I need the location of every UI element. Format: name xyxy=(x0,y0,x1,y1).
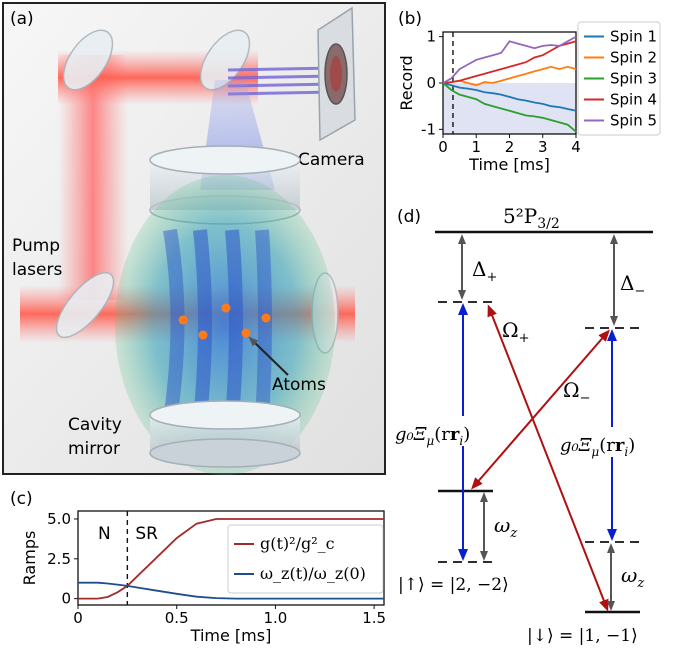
y-tick-label: 2.5 xyxy=(47,550,71,568)
cavity-mirror-bottom xyxy=(149,400,301,468)
legend-entry: Spin 3 xyxy=(610,70,657,88)
cavity-mirror-label: Cavity xyxy=(68,415,122,435)
y-tick-label: 1 xyxy=(426,28,436,46)
x-tick-label: 0 xyxy=(73,609,83,627)
y-tick-label: 5.0 xyxy=(47,510,71,528)
legend-entry: Spin 5 xyxy=(610,112,657,130)
x-tick-label: 0.5 xyxy=(165,609,189,627)
region-label-n: N xyxy=(98,524,111,544)
excited-state-label: 5²P3/2 xyxy=(503,204,560,232)
atom xyxy=(221,303,231,313)
legend-entry: ω_z(t)/ω_z(0) xyxy=(260,564,366,583)
x-tick-label: 1.5 xyxy=(362,609,386,627)
atom xyxy=(178,315,188,325)
plot-frame xyxy=(77,510,385,606)
panel-d-label: (d) xyxy=(397,207,421,227)
pump-label: Pump xyxy=(12,236,60,256)
series-line-1 xyxy=(442,82,577,112)
delta-minus-label: Δ− xyxy=(620,271,645,299)
atom xyxy=(261,313,271,323)
legend-entry: Spin 4 xyxy=(610,91,657,109)
x-axis-label: Time [ms] xyxy=(468,155,550,174)
delta-plus-label: Δ+ xyxy=(472,257,497,285)
region-label-sr: SR xyxy=(135,524,158,544)
x-tick-label: 0 xyxy=(438,138,448,156)
coupling-label-left: g₀Ξμ(rri) xyxy=(395,424,470,448)
omega-z-label-up: ωz xyxy=(494,513,517,541)
camera-label: Camera xyxy=(298,150,365,170)
pump-arrow-omega-minus xyxy=(471,329,610,490)
cavity-field xyxy=(115,175,335,475)
y-tick-label: 0 xyxy=(61,590,71,608)
state-up-label: |↑⟩ = |2, −2⟩ xyxy=(398,575,509,595)
y-axis-label: Record xyxy=(397,55,416,110)
cavity-mirror-label-line2: mirror xyxy=(68,439,120,459)
camera xyxy=(317,6,356,142)
series-line-5 xyxy=(442,35,577,84)
series-line-4 xyxy=(442,40,577,84)
series-line-3 xyxy=(442,82,577,133)
legend-box xyxy=(227,524,384,594)
panel-c-chart: 0 0.5 1.0 1.5 0 2.5 5.0 Time [ms] Ramps N SR g(t)²/… xyxy=(10,489,386,645)
panel-a: (a) Camera xyxy=(2,2,386,475)
x-tick-label: 4 xyxy=(571,138,581,156)
x-tick-label: 1 xyxy=(471,138,481,156)
y-axis-label: Ramps xyxy=(20,531,39,586)
legend-box xyxy=(577,21,661,136)
atom xyxy=(198,330,208,340)
y-tick-label: -1 xyxy=(421,120,436,138)
omega-minus-label: Ω− xyxy=(563,378,591,406)
panel-d: (d) 5²P3/2 Δ+ Δ− g₀Ξμ(rri) xyxy=(392,204,677,646)
x-tick-label: 1.0 xyxy=(263,609,287,627)
x-tick-label: 2 xyxy=(505,138,515,156)
series-line-2 xyxy=(442,65,577,87)
legend-entry: Spin 2 xyxy=(610,49,657,67)
atom xyxy=(241,328,251,338)
x-tick-label: 3 xyxy=(538,138,548,156)
legend-entry: Spin 1 xyxy=(610,28,657,46)
panel-c-label: (c) xyxy=(10,489,33,509)
x-axis-label: Time [ms] xyxy=(190,626,272,645)
steering-mirror-left xyxy=(62,29,114,91)
omega-z-label-down: ωz xyxy=(621,563,644,591)
series-line-1 xyxy=(78,518,384,600)
pump-mirror-left xyxy=(55,271,115,339)
y-tick-label: 0 xyxy=(426,74,436,92)
cavity-modes xyxy=(163,228,272,422)
legend-entry: g(t)²/g²_c xyxy=(260,534,335,553)
omega-plus-label: Ω+ xyxy=(502,318,530,346)
series-line-2 xyxy=(78,581,384,600)
atoms-label: Atoms xyxy=(272,375,326,395)
pump-label-line2: lasers xyxy=(12,260,62,280)
panel-b-label: (b) xyxy=(398,9,422,29)
panel-a-label: (a) xyxy=(10,9,34,29)
shaded-region xyxy=(443,83,576,134)
state-down-label: |↓⟩ = |1, −1⟩ xyxy=(527,626,638,646)
atoms-pointer-arrow xyxy=(248,336,289,376)
atoms xyxy=(178,303,271,340)
